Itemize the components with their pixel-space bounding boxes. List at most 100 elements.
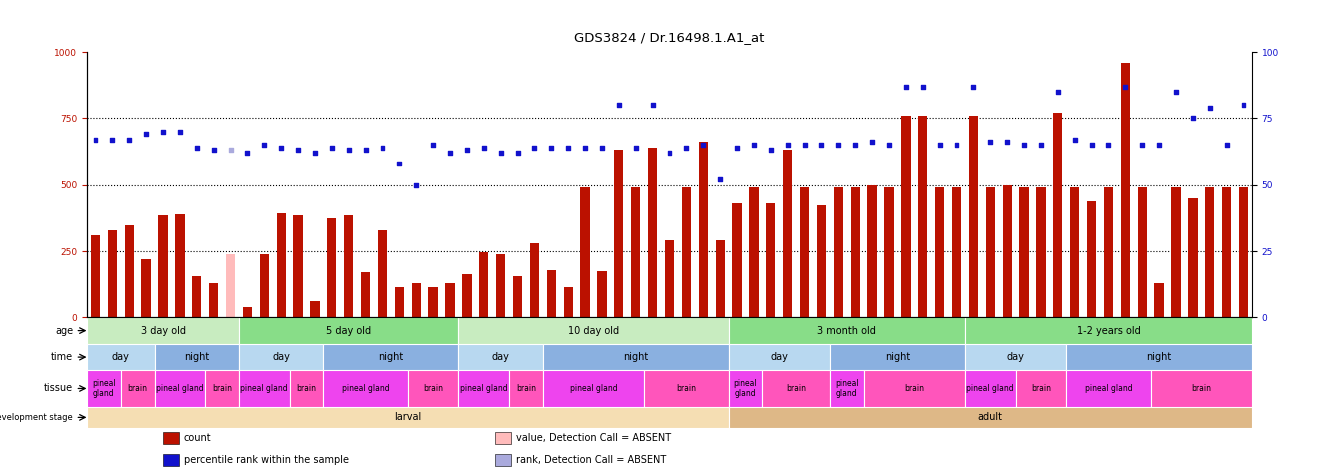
Text: 3 month old: 3 month old [817, 326, 876, 336]
Text: brain: brain [296, 384, 316, 393]
Text: pineal
gland: pineal gland [734, 379, 758, 398]
Bar [935, 187, 944, 317]
Point [1131, 141, 1153, 149]
Bar [226, 254, 236, 317]
Point [845, 141, 866, 149]
Point [102, 136, 123, 144]
Bar [238, 317, 458, 344]
Bar [324, 370, 408, 407]
Text: brain: brain [676, 384, 696, 393]
Bar [580, 187, 589, 317]
Bar [728, 344, 830, 370]
Bar [362, 272, 371, 317]
Bar [952, 187, 961, 317]
Text: pineal
gland: pineal gland [836, 379, 858, 398]
Text: time: time [51, 352, 74, 362]
Bar [597, 271, 607, 317]
Point [1014, 141, 1035, 149]
Bar [125, 225, 134, 317]
Point [220, 146, 241, 154]
Point [169, 128, 190, 136]
Bar [715, 240, 724, 317]
Point [288, 146, 309, 154]
Point [457, 146, 478, 154]
Point [761, 146, 782, 154]
Bar [446, 283, 455, 317]
Bar [191, 276, 201, 317]
Text: count: count [183, 433, 212, 443]
Bar [411, 283, 420, 317]
Text: 1-2 years old: 1-2 years old [1077, 326, 1141, 336]
Point [541, 144, 562, 151]
Point [777, 141, 798, 149]
Bar [1103, 187, 1113, 317]
Point [1165, 88, 1186, 96]
Point [507, 149, 529, 157]
Point [676, 144, 698, 151]
Text: brain: brain [1031, 384, 1051, 393]
Text: larval: larval [394, 412, 422, 422]
Bar [1172, 187, 1181, 317]
Text: rank, Detection Call = ABSENT: rank, Detection Call = ABSENT [516, 455, 665, 465]
Point [929, 141, 951, 149]
Text: night: night [1146, 352, 1172, 362]
Bar [395, 287, 404, 317]
Bar [834, 187, 844, 317]
Text: pineal gland: pineal gland [157, 384, 204, 393]
Bar [986, 187, 995, 317]
Point [625, 144, 647, 151]
Point [912, 83, 933, 91]
Bar [87, 344, 154, 370]
Bar [766, 203, 775, 317]
Text: pineal gland: pineal gland [241, 384, 288, 393]
Point [237, 149, 258, 157]
Text: night: night [379, 352, 403, 362]
Bar [154, 370, 205, 407]
Point [490, 149, 511, 157]
Point [794, 141, 815, 149]
Point [135, 130, 157, 138]
Text: brain: brain [516, 384, 536, 393]
Point [980, 138, 1002, 146]
Bar [750, 187, 759, 317]
Text: day: day [272, 352, 291, 362]
Text: development stage: development stage [0, 413, 74, 422]
Point [204, 146, 225, 154]
Point [355, 146, 376, 154]
Point [1047, 88, 1069, 96]
Bar [242, 307, 252, 317]
Point [726, 144, 747, 151]
Bar [121, 370, 154, 407]
Bar [277, 212, 285, 317]
Text: 3 day old: 3 day old [141, 326, 186, 336]
Bar [732, 203, 742, 317]
Text: 5 day old: 5 day old [327, 326, 371, 336]
Text: pineal gland: pineal gland [341, 384, 390, 393]
Bar [509, 370, 542, 407]
Bar [458, 370, 509, 407]
Bar [1239, 187, 1248, 317]
Text: adult: adult [977, 412, 1003, 422]
Point [963, 83, 984, 91]
Bar [158, 215, 167, 317]
Bar [1003, 185, 1012, 317]
Bar [728, 407, 1252, 428]
Point [406, 181, 427, 189]
Bar [458, 317, 728, 344]
Text: 10 day old: 10 day old [568, 326, 619, 336]
Point [321, 144, 343, 151]
Text: percentile rank within the sample: percentile rank within the sample [183, 455, 348, 465]
Point [1233, 101, 1255, 109]
Bar [289, 370, 324, 407]
Text: night: night [185, 352, 209, 362]
Point [1098, 141, 1119, 149]
Bar [783, 150, 793, 317]
Point [270, 144, 292, 151]
Text: brain: brain [1192, 384, 1212, 393]
Point [153, 128, 174, 136]
Point [337, 146, 359, 154]
Bar [817, 205, 826, 317]
Text: GDS3824 / Dr.16498.1.A1_at: GDS3824 / Dr.16498.1.A1_at [574, 31, 765, 44]
Text: tissue: tissue [44, 383, 74, 393]
Point [524, 144, 545, 151]
